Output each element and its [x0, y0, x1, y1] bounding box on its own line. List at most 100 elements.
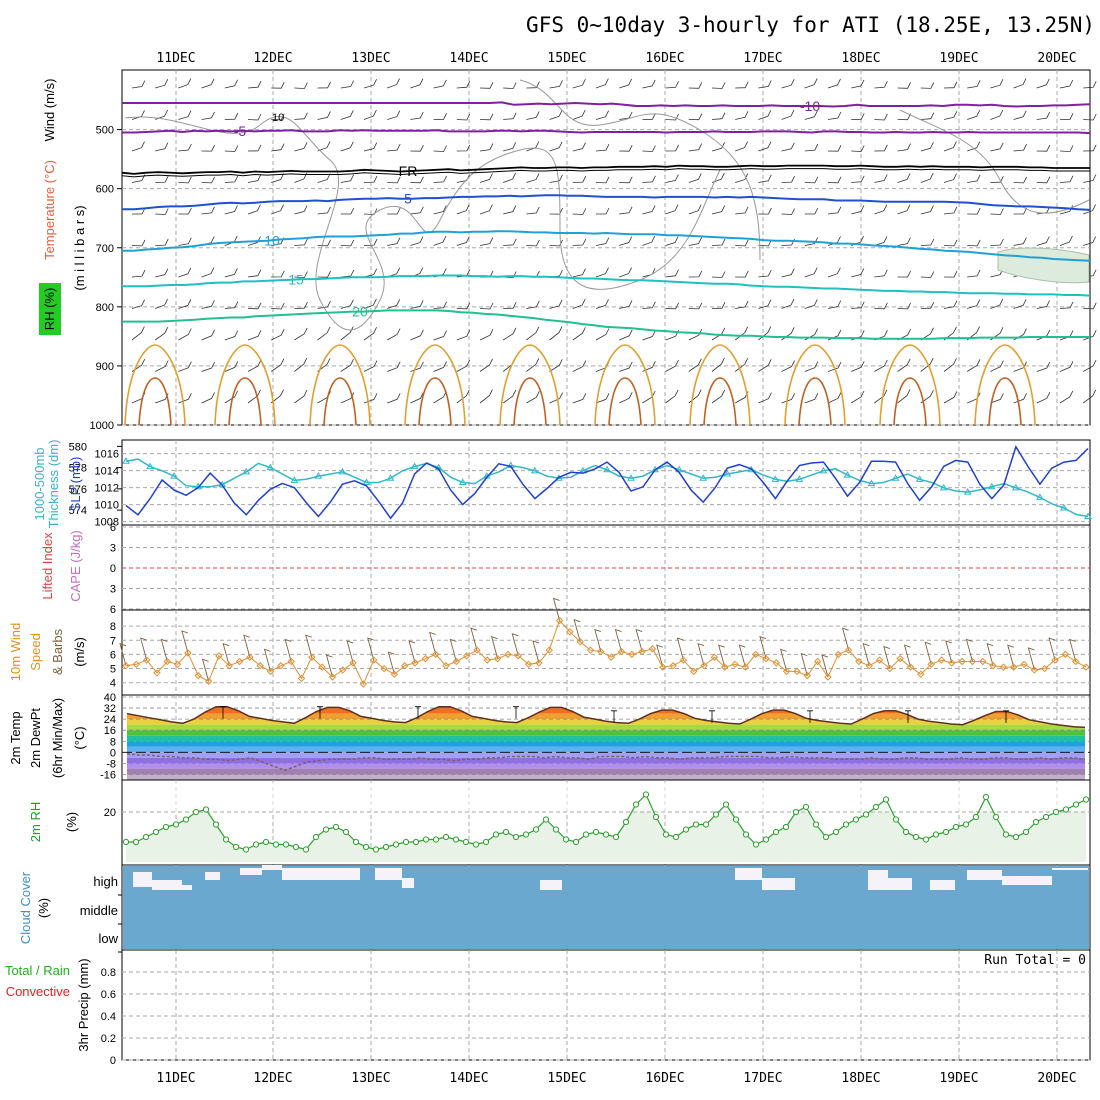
max-temp-bar: [709, 710, 715, 723]
wind-barb: [595, 176, 610, 184]
freezing-level-line: [121, 168, 1090, 178]
precip-units-label: 3hr Precip (mm): [76, 958, 91, 1051]
wind-speed-marker: [762, 654, 770, 663]
rh-marker: [722, 801, 730, 808]
rh-marker: [302, 846, 310, 853]
wind-barb: [990, 79, 1004, 89]
wind-barb: [271, 204, 284, 215]
wind-barb: [572, 109, 586, 120]
rh-marker: [882, 796, 890, 803]
wind-barb: [456, 204, 470, 215]
wind-barb: [181, 630, 189, 654]
side-label-part: Temperature (°C): [42, 160, 57, 260]
wind-barb: [224, 390, 238, 404]
upper-temperature-label: Temperature (°C): [42, 160, 57, 260]
panel-labels: Wind (m/s) Temperature (°C) RH (%) (m i l l…: [5, 79, 91, 1052]
date-label-top: 16DEC: [645, 51, 684, 66]
wind-barb: [387, 143, 401, 152]
wind-speed-marker: [855, 657, 863, 666]
temp-band: [127, 768, 1085, 775]
wind-barb: [363, 298, 377, 309]
date-label-top: 13DEC: [351, 51, 390, 66]
wind-speed-marker: [659, 663, 667, 671]
rh-marker: [782, 823, 790, 831]
wind-speed-marker: [1082, 663, 1090, 671]
wind-barb: [433, 235, 447, 246]
wind-barb: [804, 143, 819, 152]
rh-marker: [762, 836, 770, 843]
wind-barb: [967, 110, 981, 120]
wind-barb: [990, 298, 1004, 309]
thickness-marker: [530, 466, 539, 474]
wind-barb: [433, 79, 447, 89]
wind-barb: [270, 389, 284, 404]
thickness-marker: [555, 474, 563, 481]
wind-barb: [967, 269, 981, 278]
temperature-bands: [127, 706, 1085, 780]
side-label-part: (6hr Min/Max): [50, 698, 65, 778]
thickness-marker: [146, 462, 154, 470]
rh-marker: [372, 846, 380, 853]
rh-marker: [902, 828, 910, 836]
wind-barb: [800, 652, 808, 676]
rh-area: [126, 794, 1086, 862]
temp-tick-label: 0: [110, 747, 116, 759]
wind10m-barbs: [119, 597, 1077, 682]
wind-barb: [363, 360, 378, 372]
wind-barb: [456, 81, 471, 89]
wind-barb: [305, 634, 313, 658]
wind-speed-marker: [576, 637, 584, 646]
rh-marker: [652, 813, 660, 821]
wind-barb: [943, 391, 958, 404]
wind-barb: [340, 359, 354, 372]
wind-barb: [479, 82, 494, 89]
wind-speed-marker: [256, 662, 264, 670]
side-label-part: CAPE (J/kg): [68, 530, 83, 602]
wind-speed-marker: [473, 646, 481, 654]
wind-barb: [178, 110, 192, 120]
date-label-bottom: 20DEC: [1037, 1071, 1076, 1086]
rh-marker: [712, 811, 720, 818]
wind-barb: [711, 142, 725, 152]
thickness-marker: [603, 465, 611, 473]
wind-barb: [224, 79, 238, 89]
cloud-gap: [375, 868, 402, 880]
date-label-top: 20DEC: [1037, 51, 1076, 66]
wind-barb: [804, 207, 819, 215]
wind10m-units-label: (m/s): [72, 637, 87, 667]
wind-barb: [263, 648, 271, 672]
wind-barb: [201, 300, 215, 309]
rh-marker: [732, 816, 740, 823]
wind-barb: [132, 207, 146, 215]
wind-barb: [758, 392, 772, 404]
wind-barb: [1059, 301, 1074, 309]
wind-barb: [827, 392, 842, 404]
wind-barb: [735, 270, 749, 278]
wind-speed-marker: [246, 653, 254, 661]
wind-barb: [874, 113, 888, 121]
wind-barb: [410, 392, 424, 404]
wind-barb: [503, 302, 517, 309]
wind-speed-marker: [297, 674, 306, 683]
wind-speed-marker: [875, 656, 884, 664]
wind-barb: [526, 358, 540, 372]
wind-barb: [456, 359, 471, 372]
wind-barb: [827, 267, 841, 278]
rh-marker: [442, 833, 450, 841]
wind-barb: [178, 78, 192, 89]
wind-barb: [943, 111, 958, 120]
wind-tick-label: 7: [110, 635, 116, 647]
rh-marker: [212, 821, 220, 828]
wind-barb: [503, 82, 517, 89]
wind-barb: [243, 634, 251, 658]
temp-band: [127, 757, 1085, 764]
thickness-marker: [867, 479, 876, 487]
wind-barb: [1013, 393, 1027, 404]
wind-barb: [758, 141, 772, 152]
wind-speed-marker: [617, 647, 626, 656]
wind-barb: [619, 176, 633, 184]
rh-marker: [822, 833, 830, 841]
wind-barb: [642, 79, 656, 89]
rh-marker: [452, 836, 460, 843]
